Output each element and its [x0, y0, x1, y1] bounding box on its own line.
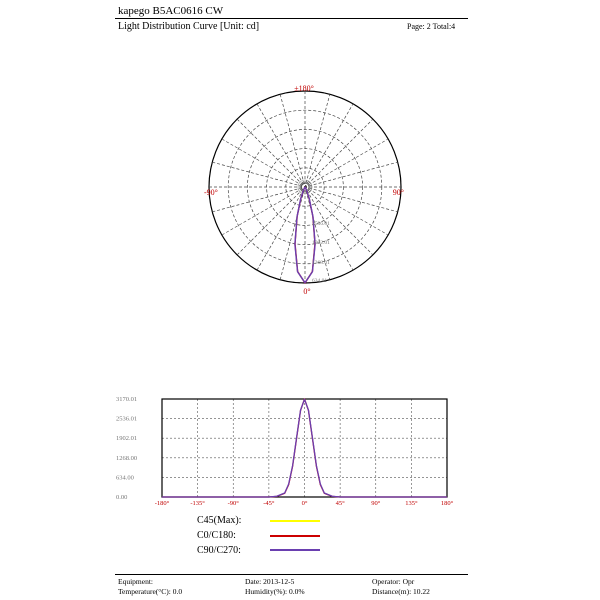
footer-distance: Distance(m): 10.22 [372, 587, 430, 596]
chart-x-tick-label: 90° [371, 500, 381, 507]
chart-y-tick-label: 2536.01 [116, 416, 137, 423]
polar-curve-c90-c270 [294, 186, 316, 284]
chart-x-tick-label: 45° [336, 500, 346, 507]
legend-line-c90 [270, 549, 320, 551]
polar-label-top: ±180° [294, 84, 314, 93]
footer-humidity: Humidity(%): 0.0% [245, 587, 305, 596]
footer-temperature: Temperature(°C): 0.0 [118, 587, 183, 596]
report-title: kapego B5AC0616 CW [118, 5, 224, 17]
polar-radial-label-1: 2536.01 [312, 221, 330, 227]
page-indicator: Page: 2 Total:4 [407, 22, 456, 31]
chart-ticks: -180° -135° -90° -45° 0° 45° 90° 135° 180° 0.00 63… [116, 396, 454, 507]
polar-radial-label-4: 634.01 [312, 278, 327, 284]
chart-series [162, 398, 447, 498]
chart-y-tick-label: 0.00 [116, 494, 127, 501]
footer-date: Date: 2013-12-5 [245, 577, 295, 586]
chart-x-tick-label: -180° [155, 500, 170, 507]
chart-y-tick-label: 1268.00 [116, 455, 137, 462]
legend-line-c0 [270, 535, 320, 537]
intensity-chart: -180° -135° -90° -45° 0° 45° 90° 135° 180° 0.00 63… [116, 396, 454, 507]
polar-diagram: ±180° -90° 90° 0° 2536.01 1902.01 1268.0… [204, 84, 404, 296]
footer-divider [115, 574, 468, 575]
report-subtitle: Light Distribution Curve [Unit: cd] [118, 21, 260, 32]
chart-x-tick-label: 135° [405, 500, 418, 507]
polar-radial-label-3: 1268.01 [312, 260, 330, 266]
polar-label-left: -90° [204, 188, 218, 197]
chart-y-tick-label: 634.00 [116, 474, 134, 481]
legend-line-c45 [270, 520, 320, 522]
polar-label-bottom: 0° [303, 287, 310, 296]
chart-x-tick-label: -135° [190, 500, 205, 507]
chart-x-tick-label: 180° [441, 500, 454, 507]
footer-operator: Operator: Opr [372, 577, 415, 586]
polar-label-right: 90° [393, 188, 404, 197]
footer-equipment: Equipment: [118, 577, 153, 586]
chart-x-tick-label: -45° [263, 500, 275, 507]
legend-label-c90: C90/C270: [197, 545, 241, 556]
header-divider [115, 18, 468, 19]
chart-grid [161, 398, 448, 498]
chart-y-tick-label: 1902.01 [116, 435, 137, 442]
chart-x-tick-label: -90° [228, 500, 240, 507]
chart-series-c90-c270 [162, 398, 447, 498]
polar-ring [247, 129, 363, 245]
polar-curves [294, 186, 316, 284]
chart-y-tick-label: 3170.01 [116, 396, 137, 403]
legend-label-c45: C45(Max): [197, 515, 242, 526]
polar-radial-label-2: 1902.01 [312, 240, 330, 246]
legend-label-c0: C0/C180: [197, 530, 236, 541]
chart-x-tick-label: 0° [302, 500, 308, 507]
